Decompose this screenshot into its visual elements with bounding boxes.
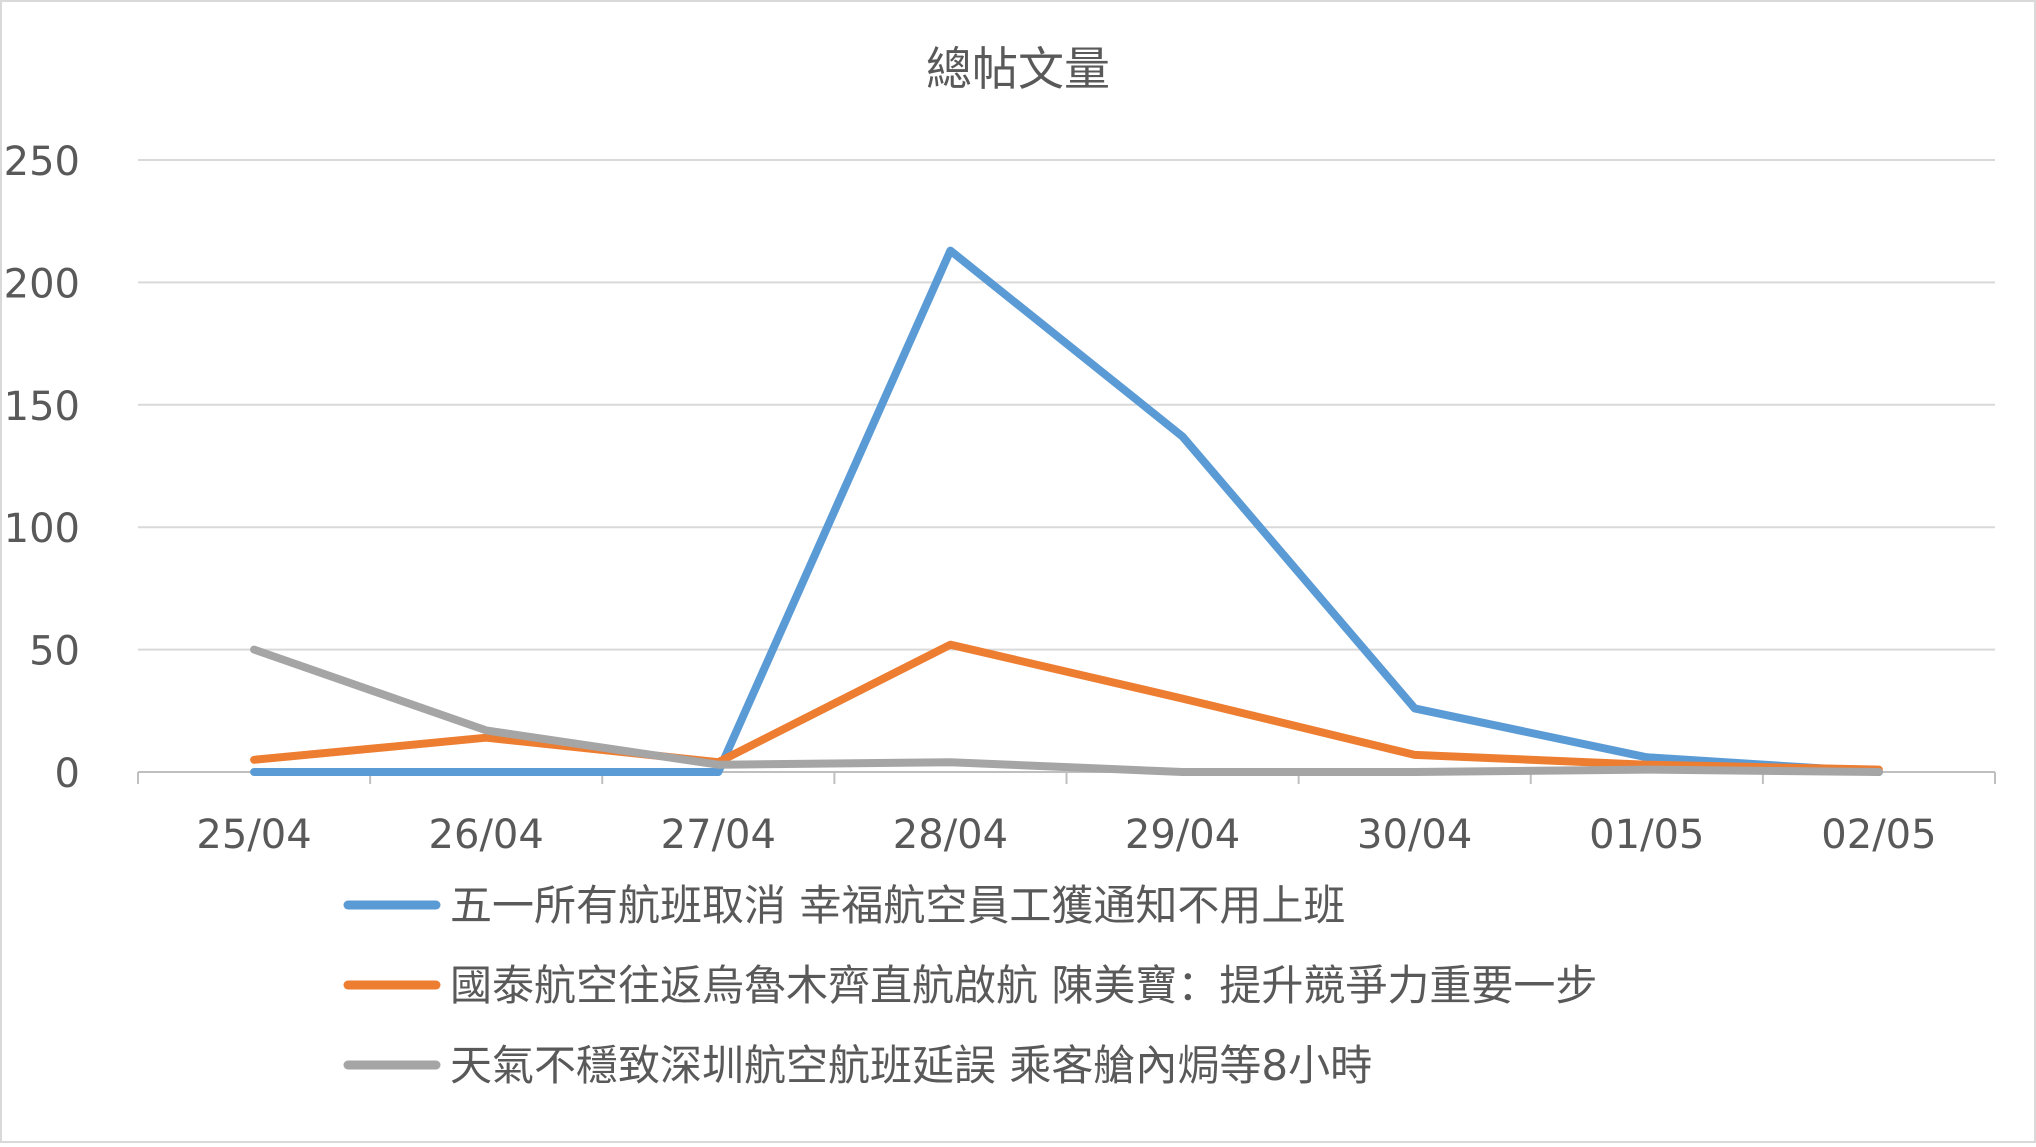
y-tick-label: 50: [29, 629, 80, 675]
series-lines: [250, 246, 1883, 776]
x-tick-label: 01/05: [1589, 812, 1704, 858]
series-line-1: [250, 246, 1883, 776]
y-tick-label: 250: [4, 139, 80, 185]
legend-item: 天氣不穩致深圳航空航班延誤 乘客艙內焗等8小時: [343, 1041, 1372, 1090]
legend-item: 國泰航空往返烏魯木齊直航啟航 陳美寶：提升競爭力重要一步: [343, 961, 1597, 1010]
x-tick-label: 25/04: [196, 812, 311, 858]
x-tick-label: 29/04: [1125, 812, 1240, 858]
series-line-2: [250, 640, 1883, 774]
x-tick-label: 27/04: [661, 812, 776, 858]
x-tick-label: 30/04: [1357, 812, 1472, 858]
chart-title: 總帖文量: [926, 42, 1110, 96]
y-tick-label: 200: [4, 261, 80, 307]
legend-label: 五一所有航班取消 幸福航空員工獲通知不用上班: [450, 881, 1345, 930]
legend-item: 五一所有航班取消 幸福航空員工獲通知不用上班: [343, 881, 1345, 930]
legend-label: 國泰航空往返烏魯木齊直航啟航 陳美寶：提升競爭力重要一步: [450, 961, 1597, 1010]
gridlines: [138, 159, 1995, 651]
x-tick-label: 02/05: [1821, 812, 1936, 858]
y-tick-label: 0: [55, 751, 80, 797]
axes: 0 50 100 150 200 250 25/04 26/04 27/04 28/04 29/04…: [4, 139, 1996, 858]
x-tick-label: 28/04: [893, 812, 1008, 858]
y-tick-label: 150: [4, 384, 80, 430]
legend-label: 天氣不穩致深圳航空航班延誤 乘客艙內焗等8小時: [450, 1041, 1372, 1090]
series-line-3: [250, 645, 1883, 776]
y-tick-label: 100: [4, 506, 80, 552]
x-tick-label: 26/04: [429, 812, 544, 858]
